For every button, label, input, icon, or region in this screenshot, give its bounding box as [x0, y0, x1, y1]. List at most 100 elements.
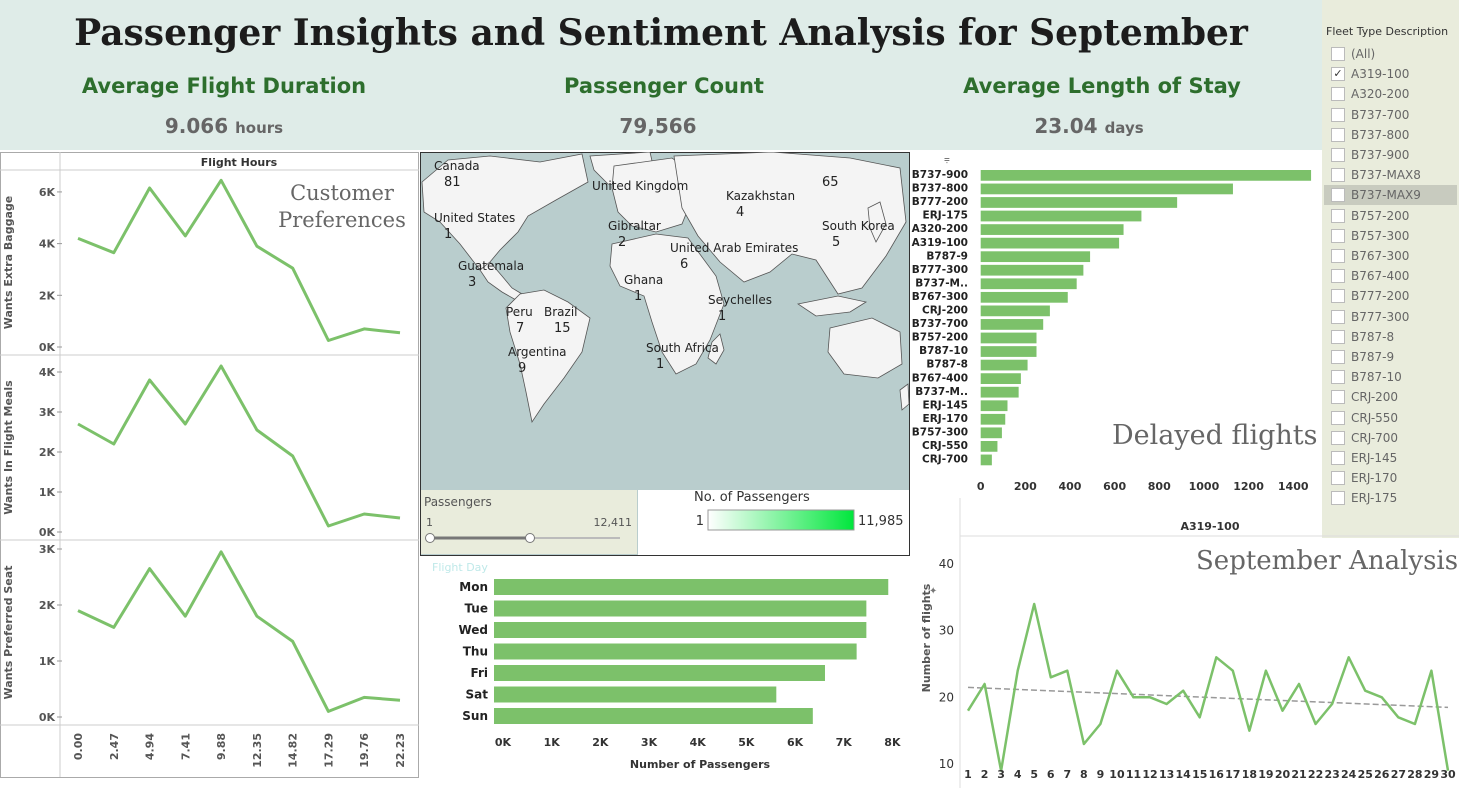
filter-item[interactable]: B777-200: [1324, 286, 1457, 306]
checkbox[interactable]: [1331, 451, 1345, 465]
bar[interactable]: [494, 665, 825, 681]
bar[interactable]: [980, 319, 1044, 330]
x-tick-label: 2.47: [108, 733, 121, 760]
bar-category-label: B737-M..: [915, 386, 968, 398]
checkbox[interactable]: [1331, 269, 1345, 284]
x-tick-label: 30: [1440, 768, 1456, 781]
bar[interactable]: [980, 305, 1050, 317]
bar[interactable]: [980, 251, 1091, 263]
x-tick-label: 3: [997, 768, 1005, 781]
x-tick-label: 25: [1358, 768, 1373, 781]
sort-icon[interactable]: ⩦: [944, 154, 950, 165]
checkbox[interactable]: [1331, 47, 1345, 61]
bar[interactable]: [980, 346, 1037, 357]
bar[interactable]: [494, 600, 867, 617]
checkbox-checked[interactable]: ✓: [1331, 67, 1345, 82]
bar[interactable]: [494, 708, 813, 724]
filter-item-label: CRJ-700: [1351, 430, 1399, 445]
filter-item[interactable]: ERJ-170: [1324, 468, 1457, 488]
map-country-label: South Korea: [822, 219, 895, 233]
bar[interactable]: [980, 373, 1021, 384]
checkbox[interactable]: [1331, 471, 1345, 486]
filter-item[interactable]: ERJ-145: [1324, 448, 1457, 468]
bar[interactable]: [494, 643, 857, 660]
filter-item[interactable]: B737-MAX8: [1324, 165, 1457, 185]
filter-item[interactable]: B787-9: [1324, 347, 1457, 367]
filter-item[interactable]: B787-10: [1324, 367, 1457, 387]
bar[interactable]: [494, 686, 777, 703]
bar[interactable]: [980, 291, 1068, 303]
checkbox[interactable]: [1331, 370, 1345, 385]
pin-icon[interactable]: ✦: [929, 586, 937, 597]
y-tick-label: 0K: [39, 341, 56, 354]
bar[interactable]: [980, 264, 1084, 276]
bar[interactable]: [494, 622, 867, 638]
filter-item[interactable]: A320-200: [1324, 84, 1457, 104]
bar[interactable]: [980, 224, 1124, 235]
bar[interactable]: [980, 332, 1037, 344]
x-tick-label: 2K: [592, 736, 609, 749]
filter-item[interactable]: (All): [1324, 44, 1457, 64]
checkbox[interactable]: [1331, 249, 1345, 263]
filter-item[interactable]: B737-900: [1324, 145, 1457, 165]
kpi-flight-duration-label: Average Flight Duration: [81, 74, 367, 98]
kpi-length-of-stay-unit: days: [1104, 119, 1144, 137]
bar[interactable]: [980, 413, 1006, 425]
filter-item[interactable]: B767-300: [1324, 246, 1457, 266]
range-slider-max-handle[interactable]: [525, 533, 535, 543]
checkbox[interactable]: [1331, 168, 1345, 183]
bar[interactable]: [980, 237, 1120, 249]
filter-item[interactable]: CRJ-200: [1324, 387, 1457, 407]
filter-item-label: B787-10: [1351, 370, 1402, 385]
bar[interactable]: [980, 400, 1008, 412]
checkbox[interactable]: [1331, 228, 1345, 243]
checkbox[interactable]: [1331, 390, 1345, 405]
bar[interactable]: [980, 454, 992, 466]
checkbox[interactable]: [1331, 148, 1345, 162]
checkbox[interactable]: [1331, 188, 1345, 203]
checkbox[interactable]: [1331, 430, 1345, 445]
bar[interactable]: [980, 170, 1312, 181]
landmass-australia: [827, 317, 903, 379]
checkbox[interactable]: [1331, 87, 1345, 102]
filter-item[interactable]: ✓ A319-100: [1324, 64, 1457, 84]
checkbox[interactable]: [1331, 107, 1345, 122]
bar[interactable]: [980, 183, 1233, 195]
y-tick-label: 2K: [39, 289, 56, 302]
x-tick-label: 4.94: [144, 733, 157, 760]
filter-item[interactable]: B757-300: [1324, 226, 1457, 246]
filter-item[interactable]: ERJ-175: [1324, 488, 1457, 508]
checkbox[interactable]: [1331, 289, 1345, 304]
bar[interactable]: [980, 441, 998, 452]
filter-item[interactable]: B737-700: [1324, 105, 1457, 125]
checkbox[interactable]: [1331, 329, 1345, 344]
checkbox[interactable]: [1331, 350, 1345, 364]
checkbox[interactable]: [1331, 309, 1345, 324]
filter-item[interactable]: B767-400: [1324, 266, 1457, 286]
checkbox[interactable]: [1331, 127, 1345, 142]
bar[interactable]: [980, 197, 1178, 208]
filter-item[interactable]: B757-200: [1324, 206, 1457, 226]
checkbox[interactable]: [1331, 491, 1345, 506]
filter-item[interactable]: B737-800: [1324, 125, 1457, 145]
world-map[interactable]: Canada 81 United States 1 Guatemala 3 Peru 7 Bra…: [420, 152, 910, 556]
checkbox[interactable]: [1331, 410, 1345, 425]
filter-item[interactable]: B787-8: [1324, 327, 1457, 347]
map-country-value: 1: [634, 289, 642, 304]
bar[interactable]: [980, 210, 1142, 222]
filter-item[interactable]: B737-MAX9: [1324, 185, 1457, 206]
checkbox[interactable]: [1331, 208, 1345, 223]
x-tick-label: 4K: [690, 736, 707, 749]
filter-item[interactable]: CRJ-550: [1324, 408, 1457, 428]
filter-item[interactable]: B777-300: [1324, 307, 1457, 327]
bar[interactable]: [494, 579, 889, 595]
filter-item-label: CRJ-550: [1351, 410, 1399, 425]
range-slider-min-handle[interactable]: [425, 533, 435, 543]
bar[interactable]: [980, 386, 1019, 398]
bar-category-label: Tue: [464, 602, 488, 616]
filter-item[interactable]: CRJ-700: [1324, 428, 1457, 448]
bar[interactable]: [980, 278, 1077, 290]
bar[interactable]: [980, 427, 1002, 439]
bar[interactable]: [980, 359, 1028, 371]
